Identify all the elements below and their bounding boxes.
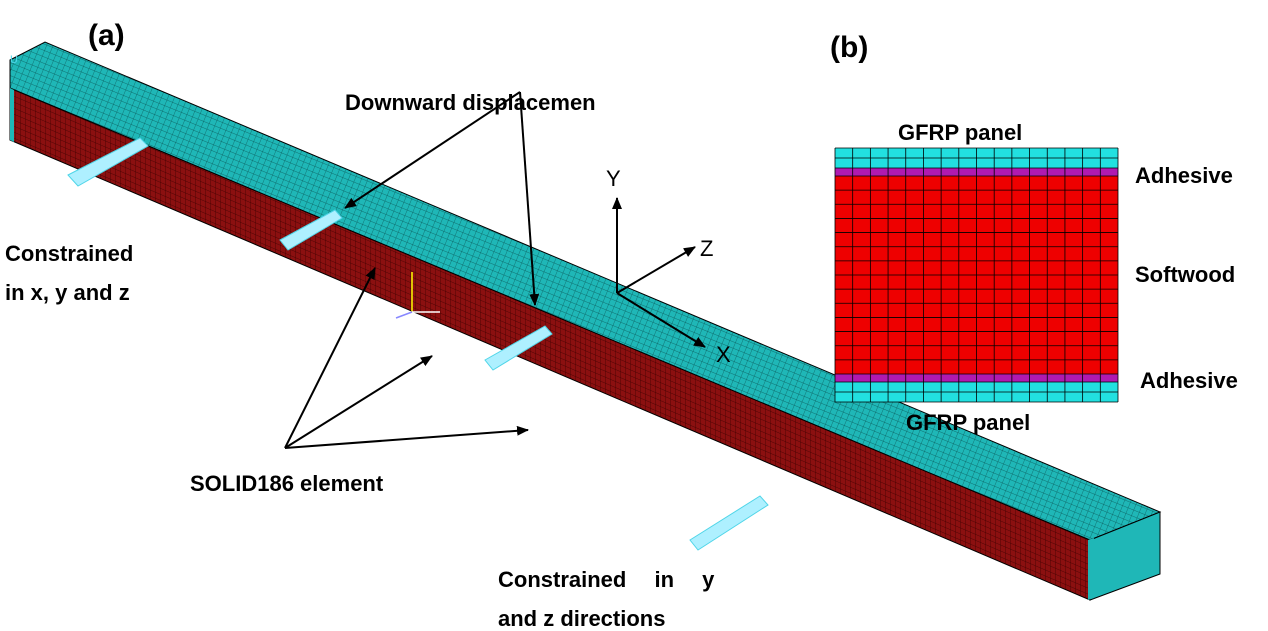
annotation: Constrained in y [498,567,715,592]
axis-label: Y [606,166,621,191]
panel-label: (a) [88,19,125,52]
annotation: Downward displacemen [345,90,596,115]
cross-section [835,148,1118,402]
annotation: Constrained [5,241,133,266]
layer-label: Softwood [1135,262,1235,287]
axis-label: Z [700,236,713,261]
annotation: in x, y and z [5,280,130,305]
layer-label: GFRP panel [898,120,1022,145]
figure: U (a) Downward displacemen Constrained i… [0,0,1268,631]
beam-edge [1088,538,1094,600]
axis-label: X [716,342,731,367]
panel-label: (b) [830,31,868,64]
layer-label: Adhesive [1140,368,1238,393]
corner-mark: U [10,54,18,66]
support-symbol [690,496,768,550]
arrow [285,430,528,448]
axis-arrow [617,247,695,293]
annotation: SOLID186 element [190,471,384,496]
layer-label: GFRP panel [906,410,1030,435]
beam-edge [10,88,14,142]
layer-label: Adhesive [1135,163,1233,188]
annotation: and z directions [498,606,665,631]
